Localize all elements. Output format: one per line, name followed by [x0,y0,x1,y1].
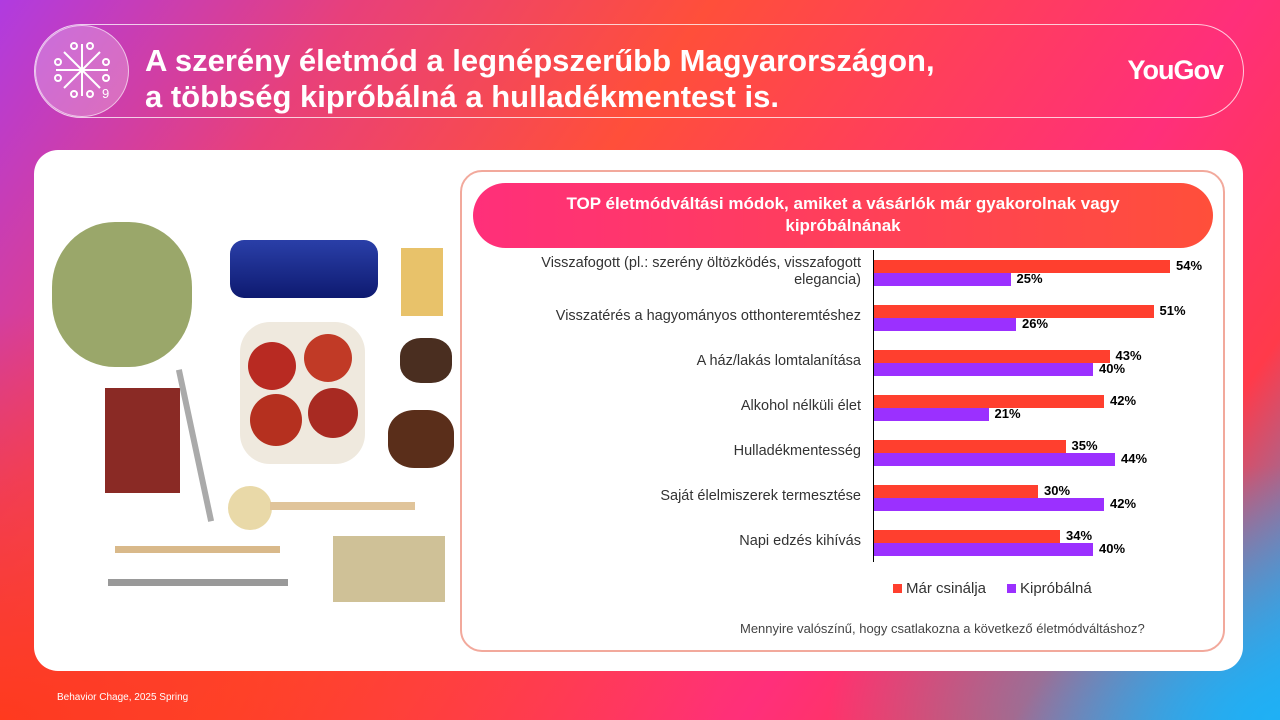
knitted-cloth-image [333,536,445,602]
category-label: Visszatérés a hagyományos otthonteremtés… [555,308,861,324]
data-label: 30% [1044,483,1071,498]
data-label: 43% [1115,348,1142,363]
data-label: 40% [1099,361,1126,376]
yougov-logo: YouGov [1127,55,1224,85]
data-label: 42% [1110,496,1137,511]
brush-handle-image [270,502,415,510]
category-label: Hulladékmentesség [733,443,861,459]
page-title: A szerény életmód a legnépszerűbb Magyar… [145,43,935,114]
chart-title: TOP életmódváltási módok, amiket a vásár… [473,183,1213,248]
water-bottle-image [230,240,378,298]
data-label: 25% [1016,271,1043,286]
bar-mar-csinalja [873,305,1154,318]
bar-kiprobalna [873,498,1104,511]
category-label: Alkohol nélküli élet [740,398,861,414]
toothbrush-image [115,546,280,553]
chestnuts-image [388,410,454,468]
survey-question: Mennyire valószínű, hogy csatlakozna a k… [740,621,1145,636]
legend-label: Kipróbálná [1020,580,1092,597]
chestnuts-image [400,338,452,383]
data-label: 42% [1110,393,1137,408]
bar-mar-csinalja [873,260,1170,273]
bar-kiprobalna [873,363,1093,376]
apple-image [304,334,352,382]
footer-source: Behavior Chage, 2025 Spring [57,692,189,703]
legend-item-mar-csinalja: Már csinálja [893,580,986,597]
bar-kiprobalna [873,453,1115,466]
data-label: 44% [1121,451,1148,466]
brush-image [228,486,272,530]
data-label: 26% [1022,316,1049,331]
apple-image [308,388,358,438]
chart-panel [460,170,1225,652]
data-label: 21% [994,406,1021,421]
straws-image [108,579,288,586]
data-label: 51% [1159,303,1186,318]
apple-image [248,342,296,390]
legend-label: Már csinálja [906,580,987,597]
category-label: Napi edzés kihívás [739,533,861,549]
bar-kiprobalna [873,543,1093,556]
bar-kiprobalna [873,408,989,421]
legend-item-kiprobalna: Kipróbálná [1007,580,1092,597]
slide-number: 9 [102,86,110,101]
y-axis-line [873,250,874,562]
category-label: Saját élelmiszerek termesztése [660,488,861,504]
legend-swatch [893,584,902,593]
bar-kiprobalna [873,318,1016,331]
data-label: 34% [1066,528,1093,543]
legend-swatch [1007,584,1016,593]
wrapped-jar-image [52,222,192,367]
header: 9 A szerény életmód a legnépszerűbb Magy… [34,24,1244,118]
bar-mar-csinalja [873,440,1066,453]
scarf-image [105,388,180,493]
data-label: 40% [1099,541,1126,556]
data-label: 35% [1071,438,1098,453]
slide-badge: 9 [35,25,129,117]
bar-mar-csinalja [873,485,1038,498]
bar-mar-csinalja [873,350,1110,363]
bar-mar-csinalja [873,530,1060,543]
soap-image [401,248,443,316]
data-label: 54% [1176,258,1203,273]
bar-mar-csinalja [873,395,1104,408]
snowflake-icon [54,42,110,98]
bar-kiprobalna [873,273,1011,286]
category-label: Visszafogott (pl.: szerény öltözködés, v… [541,255,861,288]
category-label: A ház/lakás lomtalanítása [696,353,861,369]
apple-image [250,394,302,446]
